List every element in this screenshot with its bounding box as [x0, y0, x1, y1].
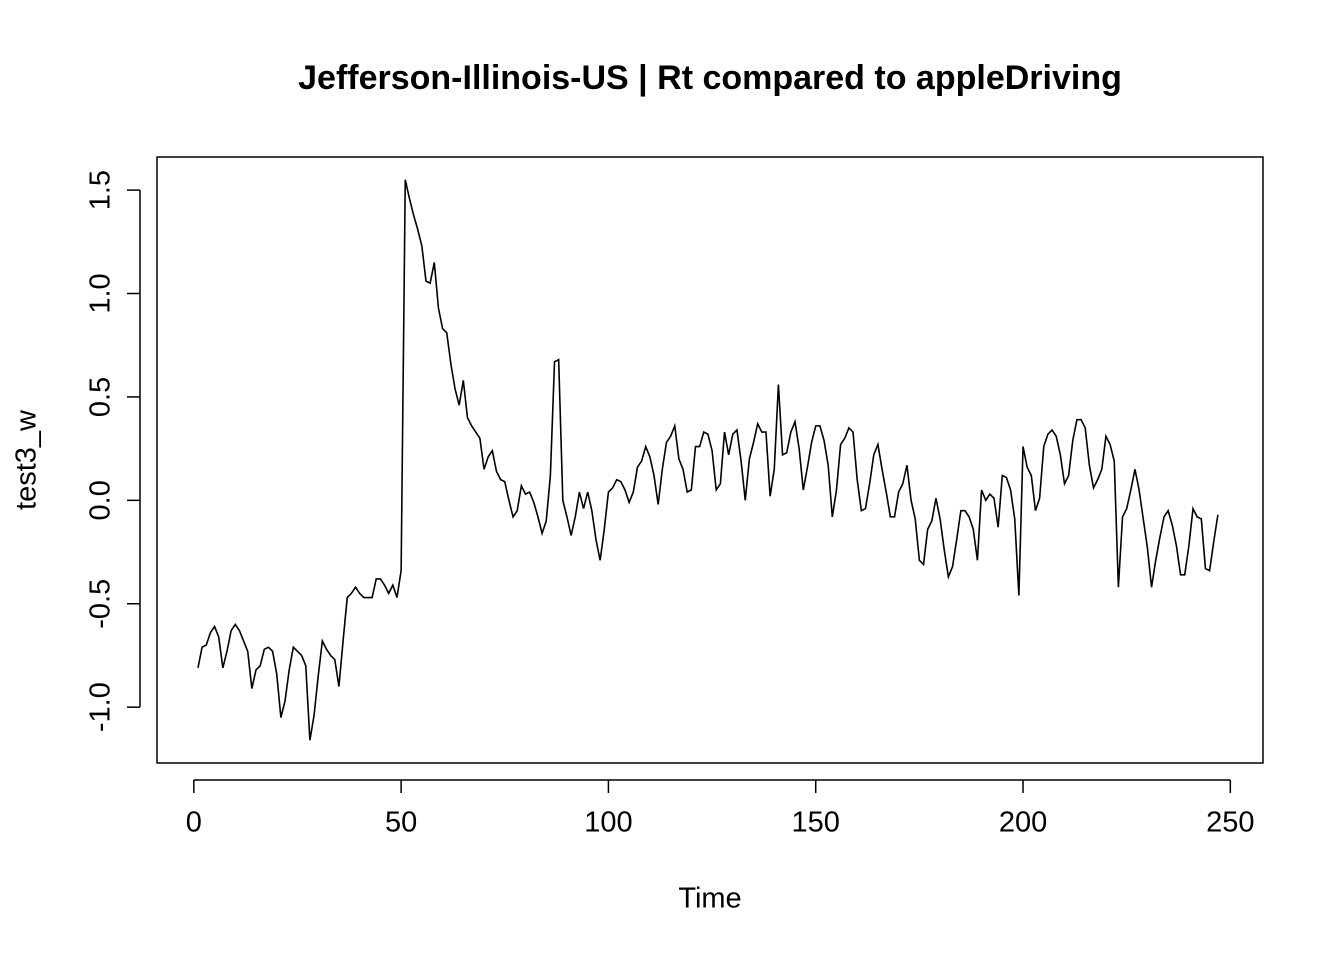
x-tick-label: 250	[1206, 807, 1254, 839]
x-tick-label: 150	[792, 807, 840, 839]
x-axis-label: Time	[678, 883, 741, 915]
y-tick-label: -0.5	[85, 579, 117, 629]
y-tick-label: 1.5	[85, 170, 117, 210]
data-line	[197, 179, 1219, 741]
y-tick-label: 0.5	[85, 377, 117, 417]
chart-title: Jefferson-Illinois-US | Rt compared to a…	[298, 59, 1122, 97]
x-tick-label: 100	[584, 807, 632, 839]
x-tick-label: 0	[186, 807, 202, 839]
x-tick-label: 50	[385, 807, 417, 839]
x-tick-label: 200	[999, 807, 1047, 839]
y-tick-label: -1.0	[85, 682, 117, 732]
plot-box	[156, 156, 1264, 764]
y-tick-label: 0.0	[85, 480, 117, 520]
y-axis-label: test3_w	[11, 409, 43, 510]
y-tick-label: 1.0	[85, 273, 117, 313]
